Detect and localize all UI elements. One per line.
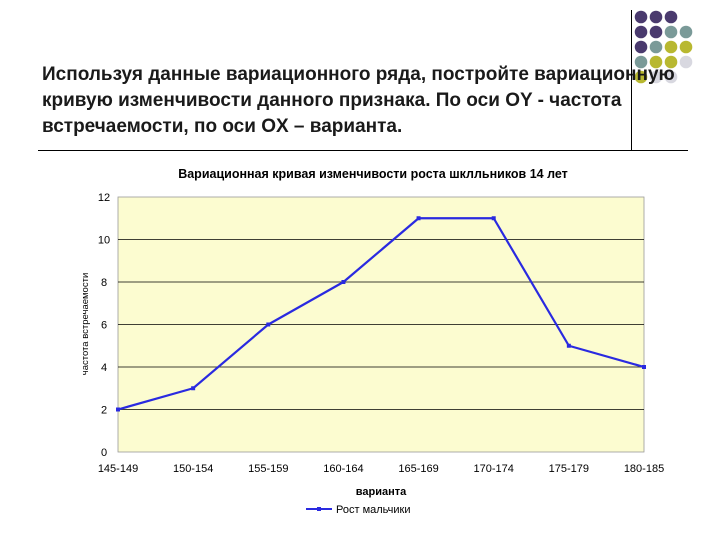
decor-dot <box>634 40 648 54</box>
y-tick-label: 0 <box>101 447 107 459</box>
title-divider-vertical <box>631 10 632 150</box>
data-point <box>341 280 346 284</box>
data-point <box>191 386 196 391</box>
legend: Рост мальчики <box>306 504 411 516</box>
decor-dot <box>649 25 663 39</box>
series-line <box>117 217 645 411</box>
x-tick-label: 145-149 <box>98 463 138 475</box>
x-tick-label: 165-169 <box>398 463 438 475</box>
x-tick-label: 160-164 <box>323 463 363 475</box>
x-tick-label: 180-185 <box>624 463 664 475</box>
decor-dot <box>664 70 678 84</box>
x-tick-label: 150-154 <box>173 463 213 475</box>
decor-dot <box>664 40 678 54</box>
decor-dot <box>664 25 678 39</box>
decor-dot <box>664 10 678 24</box>
decor-dot <box>634 70 648 84</box>
title-divider-horizontal <box>38 150 688 151</box>
y-tick-label: 2 <box>101 405 107 417</box>
legend-label: Рост мальчики <box>336 504 411 516</box>
decor-dot <box>679 25 693 39</box>
legend-marker <box>317 507 321 511</box>
data-series <box>116 216 646 412</box>
x-tick-label: 155-159 <box>248 463 288 475</box>
data-point <box>116 407 120 412</box>
decor-dot <box>679 55 693 69</box>
y-tick-label: 6 <box>101 320 107 332</box>
y-tick-label: 10 <box>98 235 110 247</box>
decor-dot <box>649 70 663 84</box>
data-point <box>566 343 571 348</box>
decor-dot <box>649 10 663 24</box>
decor-dot <box>649 40 663 54</box>
data-point <box>266 322 271 327</box>
chart-title: Вариационная кривая изменчивости роста ш… <box>178 167 568 181</box>
decor-dot <box>634 25 648 39</box>
decor-dot <box>649 55 663 69</box>
data-point <box>491 216 496 221</box>
x-tick-label: 175-179 <box>549 463 589 475</box>
y-axis-label: частота встречаемости <box>80 273 91 376</box>
decorative-dots <box>634 10 693 84</box>
slide-instruction: Используя данные вариационного ряда, пос… <box>42 64 675 137</box>
x-tick-label: 170-174 <box>474 463 514 475</box>
y-tick-label: 4 <box>101 362 107 374</box>
x-axis-label: варианта <box>356 486 407 498</box>
data-point <box>416 216 421 221</box>
decor-dot <box>634 10 648 24</box>
x-axis-ticks: 145-149 150-154 155-159 160-164 165-169 170-1… <box>98 463 664 475</box>
y-axis-ticks: 0 2 4 6 8 10 12 <box>98 192 110 459</box>
y-tick-label: 12 <box>98 192 110 204</box>
data-point <box>642 365 646 369</box>
y-tick-label: 8 <box>101 277 107 289</box>
decor-dot <box>664 55 678 69</box>
decor-dot <box>679 40 693 54</box>
decor-dot <box>634 55 648 69</box>
